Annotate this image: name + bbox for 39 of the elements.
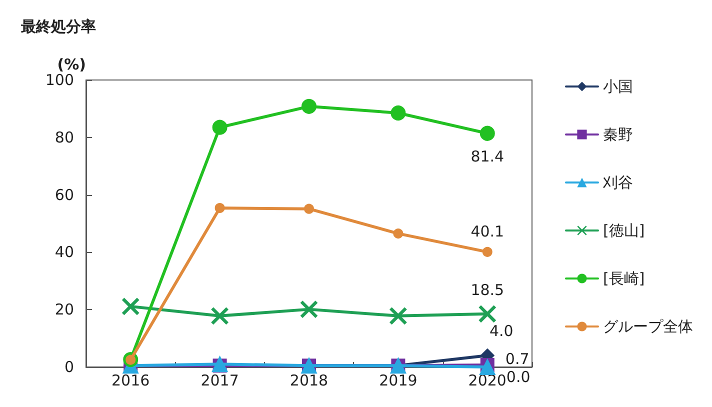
data-label: 81.4	[470, 147, 504, 166]
chart-title: 最終処分率	[20, 18, 96, 36]
y-tick-label: 0	[64, 358, 74, 376]
x-tick-label: 2017	[200, 372, 239, 390]
point	[300, 300, 318, 318]
point	[122, 298, 140, 315]
data-label: 4.0	[489, 322, 514, 340]
data-label: 18.5	[470, 280, 504, 299]
y-tick-label: 80	[54, 128, 74, 146]
legend-label: 小国	[603, 78, 633, 96]
data-label: 0.0	[506, 368, 530, 386]
x-tick-label: 2019	[379, 372, 418, 390]
point	[393, 228, 404, 239]
point	[478, 305, 496, 322]
legend-label: 刈谷	[602, 174, 633, 192]
point	[211, 307, 228, 324]
point	[212, 120, 228, 135]
point	[302, 98, 316, 114]
point	[304, 204, 314, 214]
x-tick-label: 2016	[112, 372, 150, 390]
data-label: 40.1	[470, 222, 504, 240]
x-tick-label: 2020	[468, 372, 506, 390]
legend-label: [徳山]	[603, 222, 645, 240]
point	[390, 307, 407, 324]
y-tick-label: 60	[54, 186, 74, 204]
y-tick-label: 20	[54, 300, 74, 319]
y-tick-label: 40	[54, 243, 74, 262]
x-tick-label: 2018	[290, 372, 328, 390]
point	[479, 359, 496, 375]
y-tick-label: 100	[45, 71, 74, 89]
y-axis-title: (%)	[57, 56, 86, 74]
point	[480, 126, 495, 141]
point	[390, 106, 406, 120]
data-label: 0.7	[505, 350, 530, 368]
legend-label: [長崎]	[603, 270, 645, 288]
point	[214, 203, 225, 213]
legend-label: 秦野	[603, 126, 633, 144]
legend-label: グループ全体	[603, 318, 693, 336]
point	[482, 246, 492, 257]
